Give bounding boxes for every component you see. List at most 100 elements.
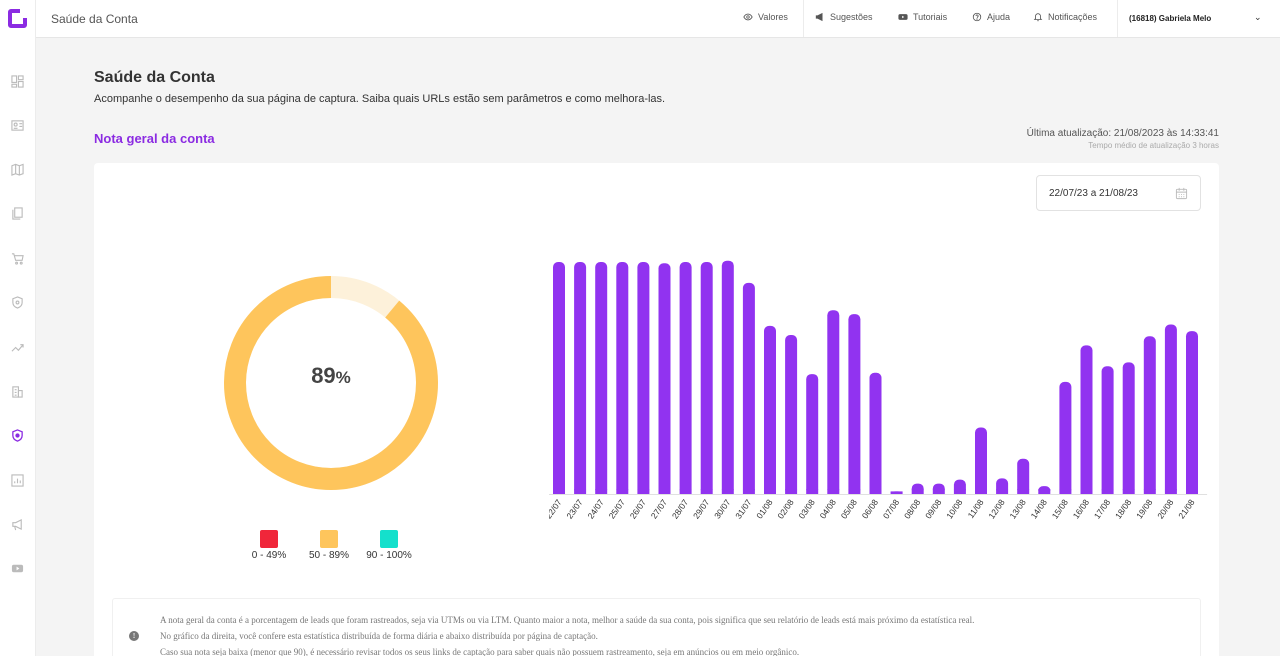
shield-icon[interactable] xyxy=(11,296,24,309)
bar-26-07[interactable] xyxy=(637,261,650,494)
bar-base xyxy=(806,489,819,494)
legend-label-high: 90 - 100% xyxy=(366,550,412,561)
bar-13-08[interactable] xyxy=(1017,458,1030,494)
bar-21-08[interactable] xyxy=(1186,331,1198,494)
x-tick-label: 18/08 xyxy=(1113,497,1134,520)
bar-23-07[interactable] xyxy=(574,261,587,494)
bar-base xyxy=(1122,489,1135,494)
bar-03-08[interactable] xyxy=(806,374,819,494)
bar-05-08[interactable] xyxy=(848,314,861,494)
x-tick-label: 17/08 xyxy=(1092,497,1113,520)
cart-icon[interactable] xyxy=(11,252,24,265)
x-tick-label: 27/07 xyxy=(649,497,670,520)
bar-base xyxy=(1017,489,1030,494)
date-range-picker[interactable]: 22/07/23 a 21/08/23 xyxy=(1036,175,1201,211)
bar-base xyxy=(911,489,924,494)
bar-27-07[interactable] xyxy=(658,263,671,494)
bar-29-07[interactable] xyxy=(700,261,713,494)
info-line: No gráfico da direita, você confere esta… xyxy=(160,631,598,641)
chevron-down-icon[interactable]: ⌄ xyxy=(1254,12,1262,22)
bar-base xyxy=(1080,489,1093,494)
nav-valores-label: Valores xyxy=(758,12,788,22)
bar-base xyxy=(869,489,882,494)
daily-score-chart: 22/07 23/07 24/07 25/07 26/07 27/07 28/07 29/07… xyxy=(549,260,1208,521)
info-line: A nota geral da conta é a porcentagem de… xyxy=(160,615,975,625)
bar-02-08[interactable] xyxy=(785,334,798,494)
x-tick-label: 22/07 xyxy=(549,497,564,520)
bar-base xyxy=(1164,489,1177,494)
app-logo[interactable] xyxy=(8,9,27,28)
header-divider xyxy=(803,0,804,37)
bar-22-07[interactable] xyxy=(553,261,565,494)
bar-20-08[interactable] xyxy=(1164,324,1177,494)
nav-valores[interactable]: Valores xyxy=(743,12,788,22)
nav-sugestoes-label: Sugestões xyxy=(830,12,873,22)
building-icon[interactable] xyxy=(11,385,24,398)
x-tick-label: 06/08 xyxy=(860,497,881,520)
score-value: 89 xyxy=(311,363,336,388)
x-tick-label: 02/08 xyxy=(775,497,796,520)
youtube-icon[interactable] xyxy=(11,562,24,575)
shield-heart-icon[interactable] xyxy=(11,429,24,442)
bar-base xyxy=(975,489,987,494)
megaphone-icon[interactable] xyxy=(11,518,24,531)
info-icon: ! xyxy=(129,631,139,641)
megaphone-icon xyxy=(815,12,823,22)
sidebar xyxy=(0,0,36,656)
x-tick-label: 05/08 xyxy=(839,497,860,520)
youtube-icon xyxy=(898,14,908,20)
x-tick-label: 01/08 xyxy=(754,497,775,520)
bar-base xyxy=(700,489,713,494)
bar-19-08[interactable] xyxy=(1143,336,1156,494)
page-subtitle: Acompanhe o desempenho da sua página de … xyxy=(94,93,666,105)
header-divider xyxy=(1117,0,1118,37)
bar-15-08[interactable] xyxy=(1059,381,1072,494)
bar-31-07[interactable] xyxy=(742,282,755,494)
bar-base xyxy=(996,489,1009,494)
bar-11-08[interactable] xyxy=(975,427,987,494)
bar-16-08[interactable] xyxy=(1080,345,1093,494)
map-icon[interactable] xyxy=(11,163,24,176)
legend-label-low: 0 - 49% xyxy=(251,550,287,561)
bar-base xyxy=(679,489,692,494)
bar-base xyxy=(1038,489,1051,494)
dashboard-icon[interactable] xyxy=(11,75,24,88)
bar-base xyxy=(721,489,734,494)
last-update: Última atualização: 21/08/2023 às 14:33:… xyxy=(1026,128,1219,139)
x-tick-label: 26/07 xyxy=(628,497,649,520)
bar-base xyxy=(932,489,945,494)
info-box: ! A nota geral da conta é a porcentagem … xyxy=(112,598,1201,656)
report-icon[interactable] xyxy=(11,474,24,487)
x-tick-label: 04/08 xyxy=(818,497,839,520)
avg-update-time: Tempo médio de atualização 3 horas xyxy=(1088,141,1219,150)
bar-base xyxy=(553,489,565,494)
score-unit: % xyxy=(335,368,351,387)
bar-28-07[interactable] xyxy=(679,261,692,494)
x-tick-label: 08/08 xyxy=(902,497,923,520)
bar-01-08[interactable] xyxy=(764,325,776,494)
bar-base xyxy=(1186,489,1198,494)
nav-notificacoes[interactable]: Notificações xyxy=(1033,12,1097,22)
health-card: 22/07/23 a 21/08/23 89% 0 - 49% 50 - 89%… xyxy=(94,163,1219,656)
bar-base xyxy=(616,489,629,494)
trend-icon[interactable] xyxy=(11,341,24,354)
bar-17-08[interactable] xyxy=(1101,366,1114,494)
nav-tutoriais[interactable]: Tutoriais xyxy=(898,12,947,22)
calendar-icon xyxy=(1175,187,1188,200)
bar-06-08[interactable] xyxy=(869,372,882,494)
x-tick-label: 24/07 xyxy=(585,497,606,520)
bar-base xyxy=(785,489,798,494)
pages-icon[interactable] xyxy=(11,207,24,220)
legend-swatch-mid xyxy=(320,530,338,548)
bar-30-07[interactable] xyxy=(721,260,734,494)
nav-sugestoes[interactable]: Sugestões xyxy=(815,12,873,22)
nav-ajuda[interactable]: Ajuda xyxy=(972,12,1010,22)
x-tick-label: 03/08 xyxy=(796,497,817,520)
bar-24-07[interactable] xyxy=(595,261,608,494)
bar-04-08[interactable] xyxy=(827,310,840,494)
x-tick-label: 13/08 xyxy=(1007,497,1028,520)
bar-18-08[interactable] xyxy=(1122,362,1135,494)
user-menu[interactable]: (16818) Gabriela Melo xyxy=(1129,14,1212,23)
bar-25-07[interactable] xyxy=(616,261,629,494)
id-card-icon[interactable] xyxy=(11,119,24,132)
